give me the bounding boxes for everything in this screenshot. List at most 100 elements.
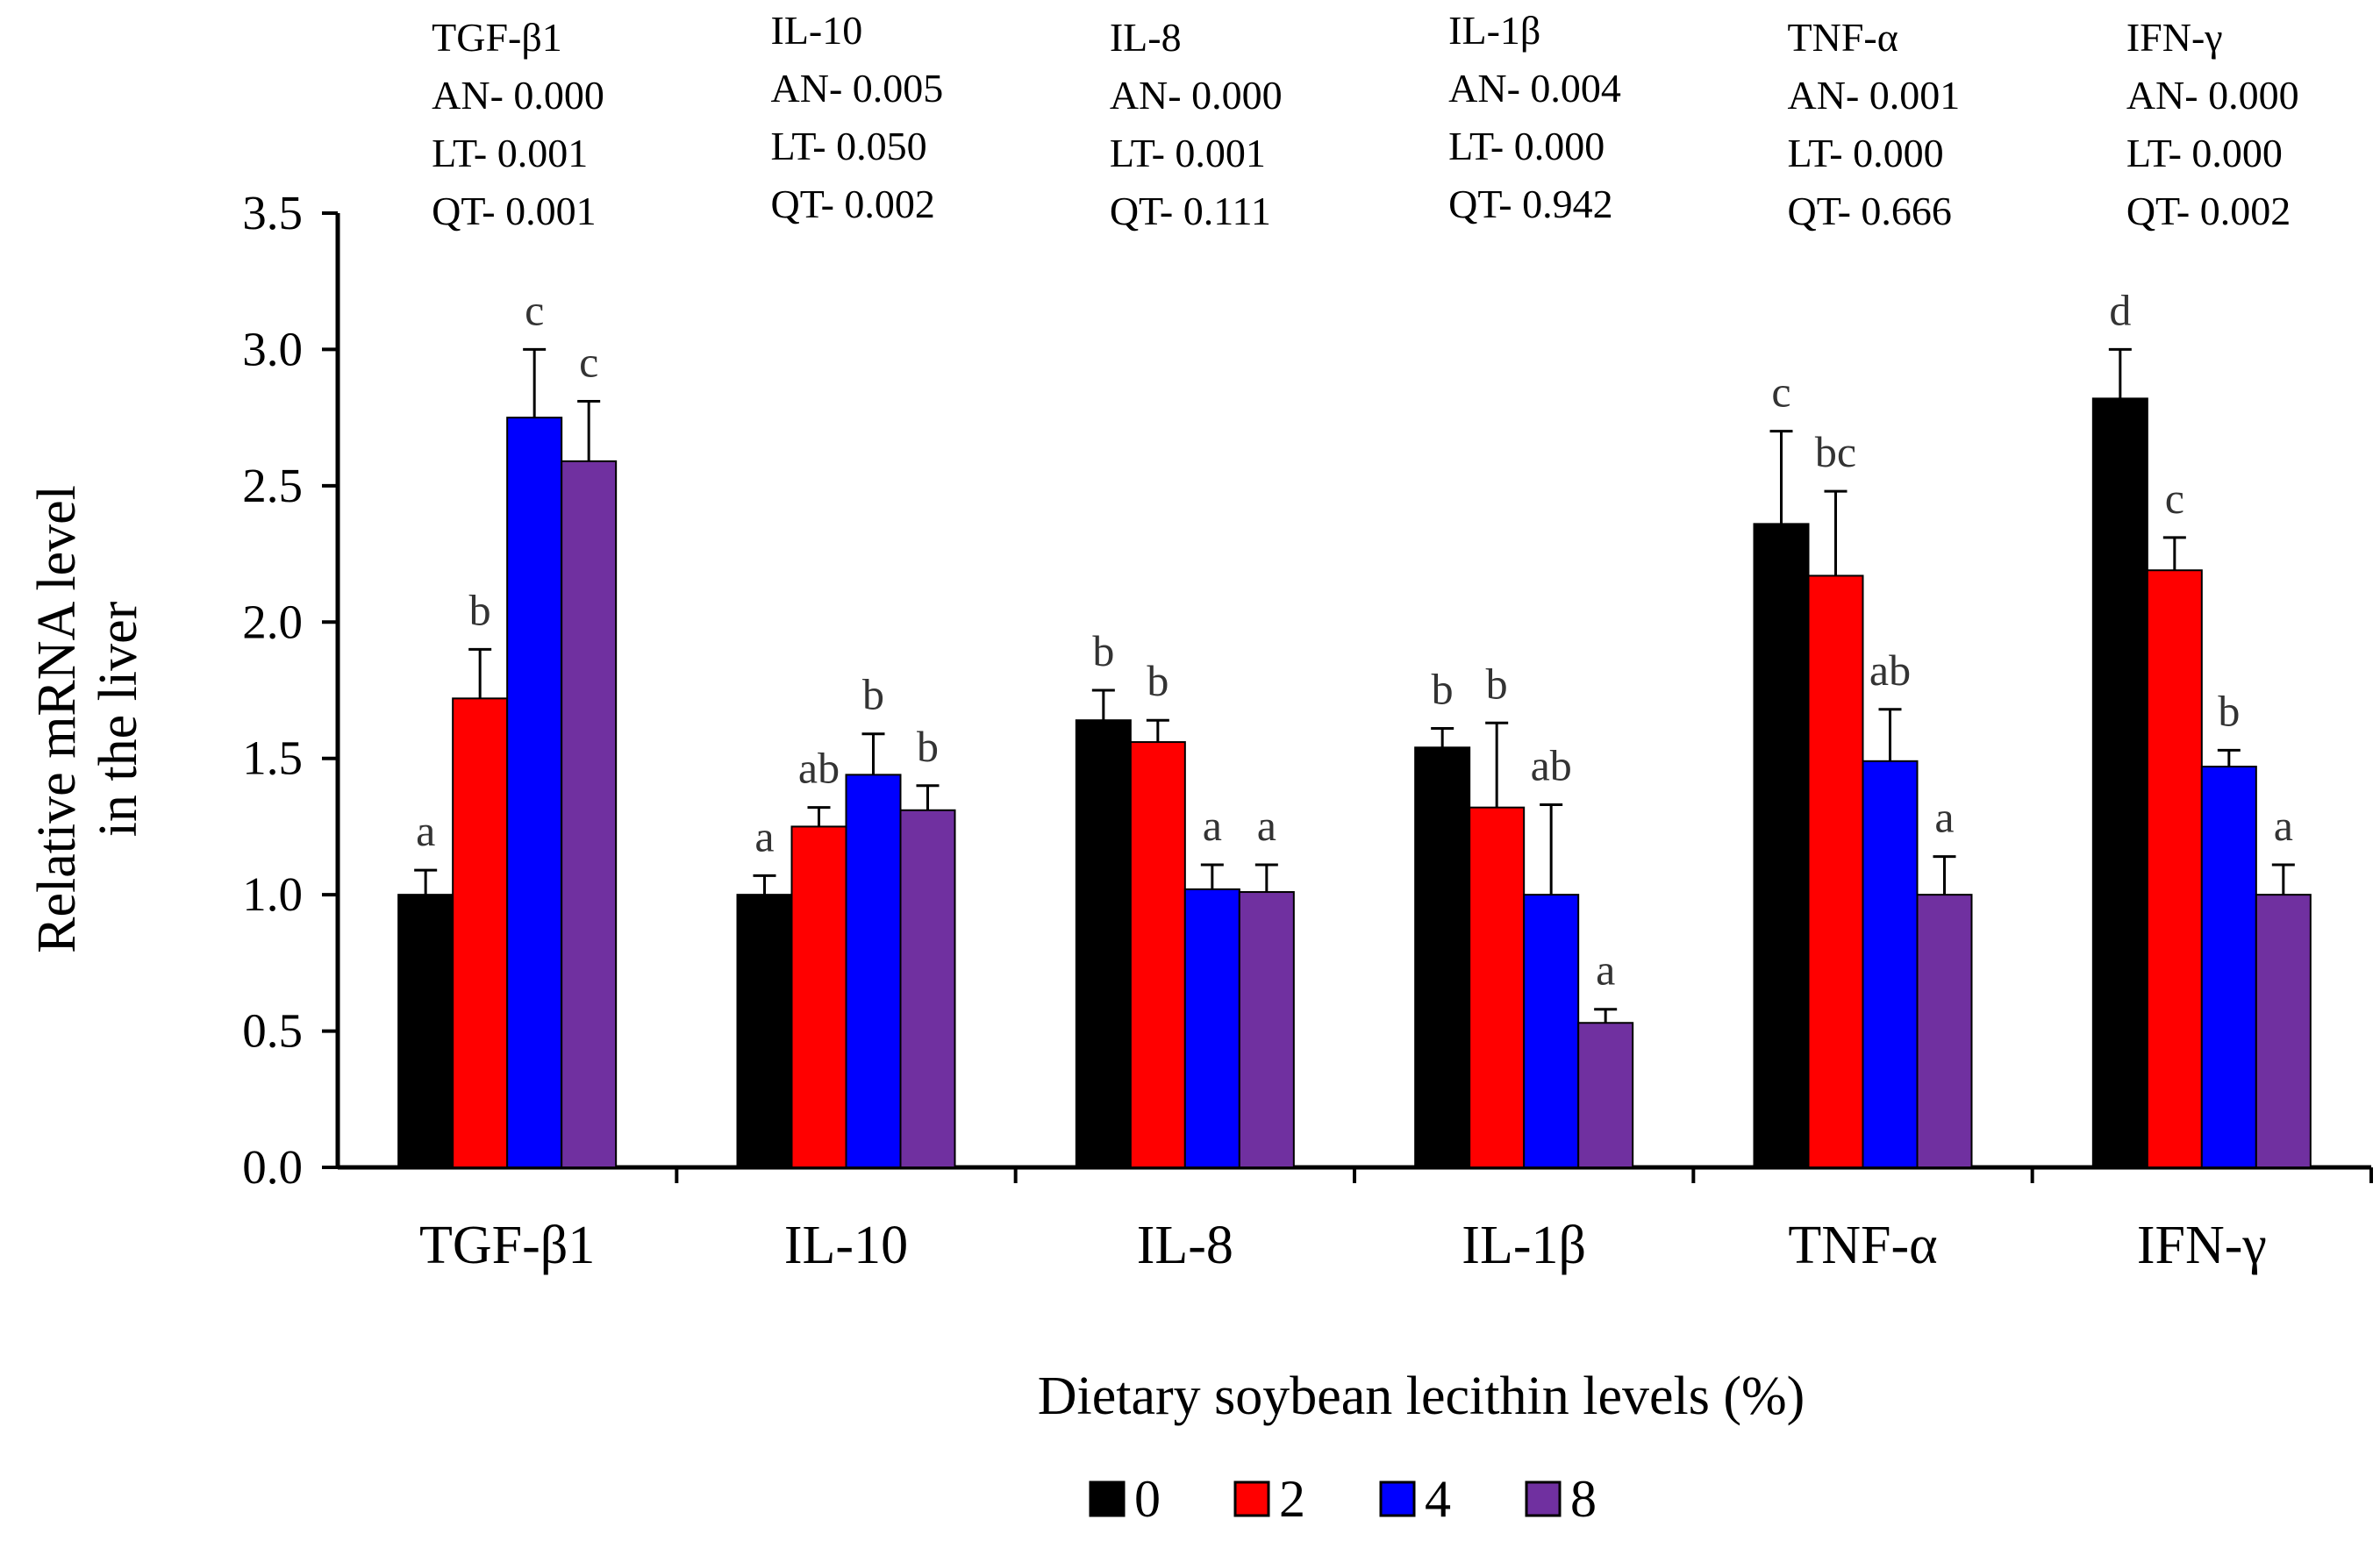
significance-letter: a — [1596, 945, 1615, 995]
bar — [2200, 766, 2257, 1168]
stat-lt: LT- 0.001 — [1110, 131, 1266, 175]
bar — [452, 697, 509, 1168]
bar — [1753, 523, 1810, 1168]
bar — [1129, 741, 1186, 1168]
significance-letter: ab — [798, 744, 840, 793]
stat-qt: QT- 0.942 — [1448, 182, 1612, 226]
significance-letter: b — [917, 722, 939, 771]
significance-letter: c — [525, 285, 544, 334]
stat-an: AN- 0.001 — [1788, 73, 1961, 118]
bar — [1862, 760, 1919, 1169]
stat-qt: QT- 0.002 — [2126, 189, 2291, 233]
x-tick-label: IL-1β — [1462, 1216, 1586, 1275]
stat-gene: IL-10 — [771, 8, 863, 53]
significance-letter: bc — [1815, 427, 1856, 476]
significance-letter: b — [469, 585, 491, 634]
stat-gene: TNF-α — [1788, 15, 1898, 60]
bar — [2146, 569, 2203, 1168]
legend-label: 8 — [1570, 1470, 1597, 1528]
significance-letter: c — [1771, 367, 1790, 417]
stat-lt: LT- 0.001 — [432, 131, 588, 175]
stat-lt: LT- 0.050 — [771, 124, 927, 168]
significance-letter: c — [579, 337, 598, 386]
significance-letter: b — [1486, 659, 1508, 708]
bar — [1523, 894, 1580, 1169]
bar — [790, 825, 847, 1169]
significance-letter: b — [1432, 665, 1454, 714]
y-tick-label: 0.0 — [242, 1140, 303, 1194]
y-tick-label: 2.5 — [242, 459, 303, 512]
significance-letter: b — [2218, 686, 2240, 735]
bar — [1183, 888, 1240, 1168]
stat-lt: LT- 0.000 — [1788, 131, 1944, 175]
bar — [2255, 894, 2312, 1169]
y-axis-title: Relative mRNA level in the liver — [27, 485, 148, 953]
significance-letter: a — [1203, 801, 1222, 850]
significance-letter: b — [1147, 656, 1169, 705]
y-tick-label: 1.0 — [242, 867, 303, 921]
bar — [506, 417, 563, 1168]
legend-swatch — [1089, 1480, 1126, 1517]
legend-label: 0 — [1134, 1470, 1161, 1528]
stat-an: AN- 0.004 — [1448, 66, 1621, 111]
bar — [899, 809, 956, 1169]
bar — [397, 894, 454, 1169]
y-tick-label: 2.0 — [242, 595, 303, 648]
legend-swatch — [1233, 1480, 1270, 1517]
bar — [2091, 397, 2148, 1168]
stat-gene: IL-1β — [1448, 8, 1540, 53]
significance-letter: a — [1257, 801, 1276, 850]
bar — [1075, 719, 1132, 1168]
stat-an: AN- 0.000 — [1110, 73, 1283, 118]
stat-gene: IFN-γ — [2126, 15, 2223, 60]
x-axis-title: Dietary soybean lecithin levels (%) — [1038, 1366, 1805, 1426]
significance-letter: d — [2109, 285, 2131, 334]
y-tick-label: 1.5 — [242, 731, 303, 785]
significance-letter: a — [1934, 793, 1954, 842]
stat-gene: IL-8 — [1110, 15, 1182, 60]
stat-an: AN- 0.005 — [771, 66, 944, 111]
significance-letter: b — [862, 670, 884, 719]
y-axis-title-line-1: Relative mRNA level — [27, 485, 87, 953]
y-axis-title-line-2: in the liver — [89, 601, 148, 837]
significance-letter: a — [2274, 801, 2293, 850]
stat-qt: QT- 0.111 — [1110, 189, 1271, 233]
bar — [1238, 891, 1295, 1169]
y-tick-label: 3.0 — [242, 322, 303, 375]
significance-letter: ab — [1869, 646, 1911, 695]
x-tick-label: IL-10 — [784, 1216, 908, 1275]
stat-qt: QT- 0.666 — [1788, 189, 1952, 233]
significance-letter: c — [2165, 474, 2184, 523]
x-tick-label: IFN-γ — [2137, 1216, 2267, 1275]
bar — [1807, 574, 1864, 1168]
stat-an: AN- 0.000 — [432, 73, 604, 118]
x-tick-label: TGF-β1 — [419, 1216, 595, 1275]
x-tick-label: IL-8 — [1137, 1216, 1233, 1275]
legend-swatch — [1525, 1480, 1562, 1517]
x-tick-label: TNF-α — [1788, 1216, 1937, 1275]
significance-letter: a — [416, 806, 435, 855]
bar — [845, 774, 902, 1168]
legend: 0 2 4 8 — [1089, 1470, 1597, 1528]
bar — [1577, 1022, 1634, 1169]
y-tick-label: 3.5 — [242, 186, 303, 239]
bar — [561, 460, 618, 1168]
plot-area: 0.00.51.01.52.02.53.03.5abccTGF-β1TGF-β1… — [242, 8, 2373, 1275]
stat-lt: LT- 0.000 — [1448, 124, 1605, 168]
bar — [1414, 746, 1471, 1169]
legend-label: 2 — [1279, 1470, 1305, 1528]
y-tick-label: 0.5 — [242, 1004, 303, 1058]
significance-letter: ab — [1531, 741, 1572, 790]
significance-letter: b — [1092, 626, 1114, 675]
stat-qt: QT- 0.002 — [771, 182, 935, 226]
significance-letter: a — [754, 811, 774, 860]
legend-label: 4 — [1425, 1470, 1451, 1528]
stat-gene: TGF-β1 — [432, 15, 562, 60]
bar — [736, 894, 793, 1169]
stat-an: AN- 0.000 — [2126, 73, 2299, 118]
stat-qt: QT- 0.001 — [432, 189, 596, 233]
legend-swatch — [1379, 1480, 1416, 1517]
stat-lt: LT- 0.000 — [2126, 131, 2283, 175]
bar — [1916, 894, 1973, 1169]
